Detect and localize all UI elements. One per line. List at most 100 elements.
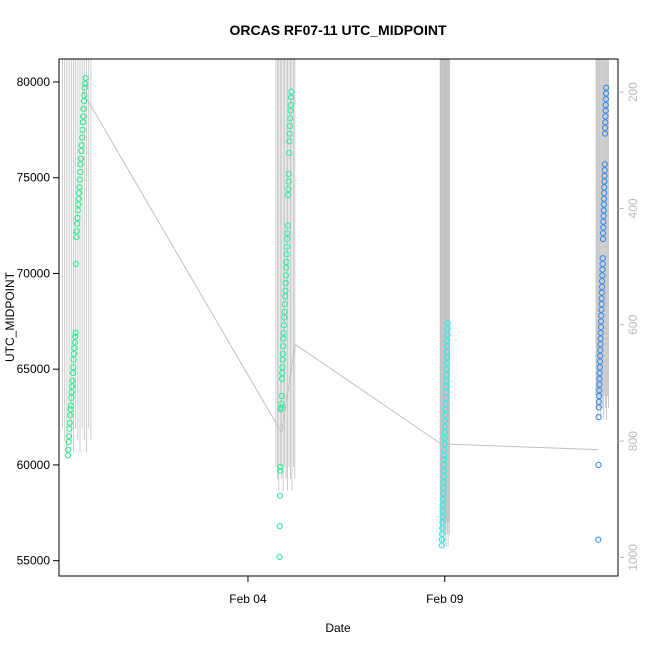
- data-point: [68, 394, 75, 401]
- data-point: [70, 350, 78, 357]
- data-point: [283, 264, 290, 271]
- data-point: [442, 412, 449, 419]
- data-point: [598, 295, 605, 302]
- data-point: [70, 364, 77, 371]
- data-point: [276, 492, 284, 499]
- data-point: [597, 335, 604, 342]
- data-point: [279, 364, 286, 371]
- data-point: [288, 88, 295, 95]
- data-point: [599, 255, 606, 262]
- data-point: [287, 101, 294, 109]
- data-point: [602, 124, 609, 132]
- data-point: [72, 329, 79, 336]
- data-point: [278, 400, 285, 407]
- data-point: [281, 314, 288, 321]
- data-point: [439, 496, 447, 503]
- data-point: [443, 383, 450, 390]
- data-point: [596, 381, 603, 388]
- data-point: [598, 301, 605, 308]
- data-point: [278, 375, 285, 382]
- data-point: [442, 417, 449, 424]
- data-point: [81, 92, 88, 99]
- data-point: [281, 308, 288, 315]
- data-point: [440, 473, 447, 480]
- data-point: [280, 322, 288, 329]
- data-point: [597, 347, 604, 354]
- y-tick-label: 75000: [17, 171, 51, 185]
- data-point: [81, 84, 88, 91]
- data-point: [82, 75, 89, 82]
- data-point: [442, 389, 449, 396]
- data-point: [282, 287, 289, 294]
- data-point: [596, 392, 603, 400]
- data-point: [73, 228, 80, 235]
- data-point: [283, 243, 291, 250]
- y-axis-label: UTC_MIDPOINT: [3, 271, 17, 362]
- data-point: [67, 406, 74, 413]
- data-point: [286, 122, 293, 130]
- data-point: [69, 377, 76, 384]
- points-layer: [64, 75, 610, 561]
- data-point: [67, 402, 75, 409]
- data-point: [75, 189, 83, 197]
- data-point: [442, 406, 449, 413]
- data-point: [74, 207, 82, 214]
- data-point: [283, 258, 290, 266]
- data-point: [444, 325, 451, 333]
- data-point: [599, 278, 606, 285]
- data-point: [597, 352, 604, 359]
- data-point: [73, 234, 80, 241]
- data-point: [71, 345, 78, 352]
- data-point: [597, 329, 604, 336]
- x-tick-label: Feb 09: [426, 592, 464, 606]
- chart-title: ORCAS RF07-11 UTC_MIDPOINT: [229, 22, 446, 38]
- data-point: [439, 502, 446, 509]
- data-point: [287, 115, 294, 122]
- x-tick-label: Feb 04: [229, 592, 267, 606]
- x-axis: Feb 04 Feb 09: [229, 576, 464, 606]
- data-point: [439, 513, 446, 520]
- data-point: [71, 339, 78, 346]
- data-point: [443, 348, 451, 356]
- data-point: [595, 461, 602, 468]
- data-point: [277, 463, 284, 470]
- data-point: [66, 425, 73, 432]
- data-point: [602, 101, 609, 109]
- track-connector-line: [82, 91, 599, 451]
- data-point: [595, 398, 603, 405]
- data-point: [444, 337, 451, 344]
- data-point: [286, 138, 293, 145]
- data-point: [440, 490, 447, 497]
- data-point: [444, 331, 451, 338]
- data-point: [441, 452, 448, 459]
- data-point: [80, 98, 88, 105]
- data-point: [278, 404, 285, 411]
- data-point: [441, 440, 448, 447]
- data-point: [443, 360, 450, 367]
- data-point: [596, 387, 603, 394]
- data-point: [441, 446, 448, 453]
- data-point: [284, 222, 291, 229]
- data-point: [285, 186, 292, 193]
- data-point: [441, 435, 448, 442]
- data-point: [598, 289, 605, 296]
- x-axis-label: Date: [325, 621, 351, 635]
- data-point: [595, 536, 602, 543]
- data-point: [602, 113, 609, 120]
- data-point: [285, 178, 292, 185]
- data-point: [65, 446, 72, 453]
- data-point: [76, 184, 83, 191]
- data-point: [69, 369, 77, 377]
- y-tick-label: 60000: [17, 458, 51, 472]
- data-point: [602, 90, 610, 97]
- data-point: [280, 329, 287, 336]
- data-point: [279, 350, 286, 357]
- data-point: [602, 119, 609, 126]
- data-point: [596, 364, 603, 371]
- data-point: [439, 507, 446, 514]
- data-point: [77, 168, 84, 176]
- data-point: [438, 536, 446, 543]
- data-point: [439, 519, 446, 526]
- data-point: [599, 272, 606, 279]
